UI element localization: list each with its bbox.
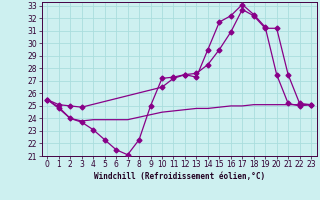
X-axis label: Windchill (Refroidissement éolien,°C): Windchill (Refroidissement éolien,°C) xyxy=(94,172,265,181)
